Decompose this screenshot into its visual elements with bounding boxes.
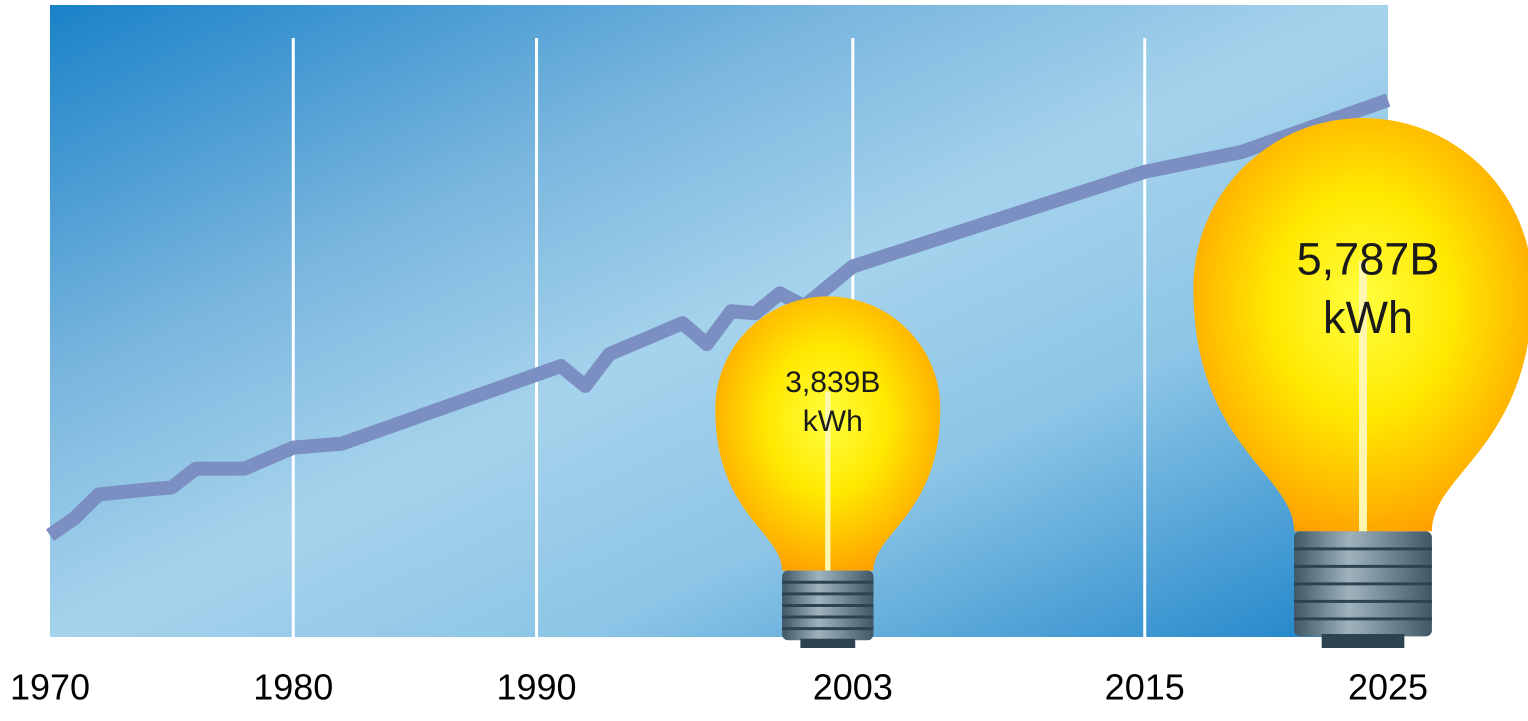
x-tick-label: 2015 bbox=[1105, 667, 1185, 708]
x-tick-label: 2025 bbox=[1348, 667, 1428, 708]
bulb-tip bbox=[1322, 634, 1405, 648]
annotation-text: 5,787B bbox=[1297, 234, 1440, 285]
chart: 3,839B kWh 5,787B kWh 1970 1980 1990 2003 2015 2… bbox=[0, 0, 1528, 721]
x-tick-label: 1970 bbox=[10, 667, 90, 708]
x-tick-label: 1980 bbox=[253, 667, 333, 708]
annotation-text: kWh bbox=[803, 405, 863, 438]
x-axis: 1970 1980 1990 2003 2015 2025 bbox=[10, 667, 1428, 708]
x-tick-label: 1990 bbox=[496, 667, 576, 708]
x-tick-label: 2003 bbox=[813, 667, 893, 708]
annotation-text: 3,839B bbox=[785, 366, 880, 399]
bulb-tip bbox=[800, 639, 855, 648]
annotation-text: kWh bbox=[1323, 292, 1413, 343]
